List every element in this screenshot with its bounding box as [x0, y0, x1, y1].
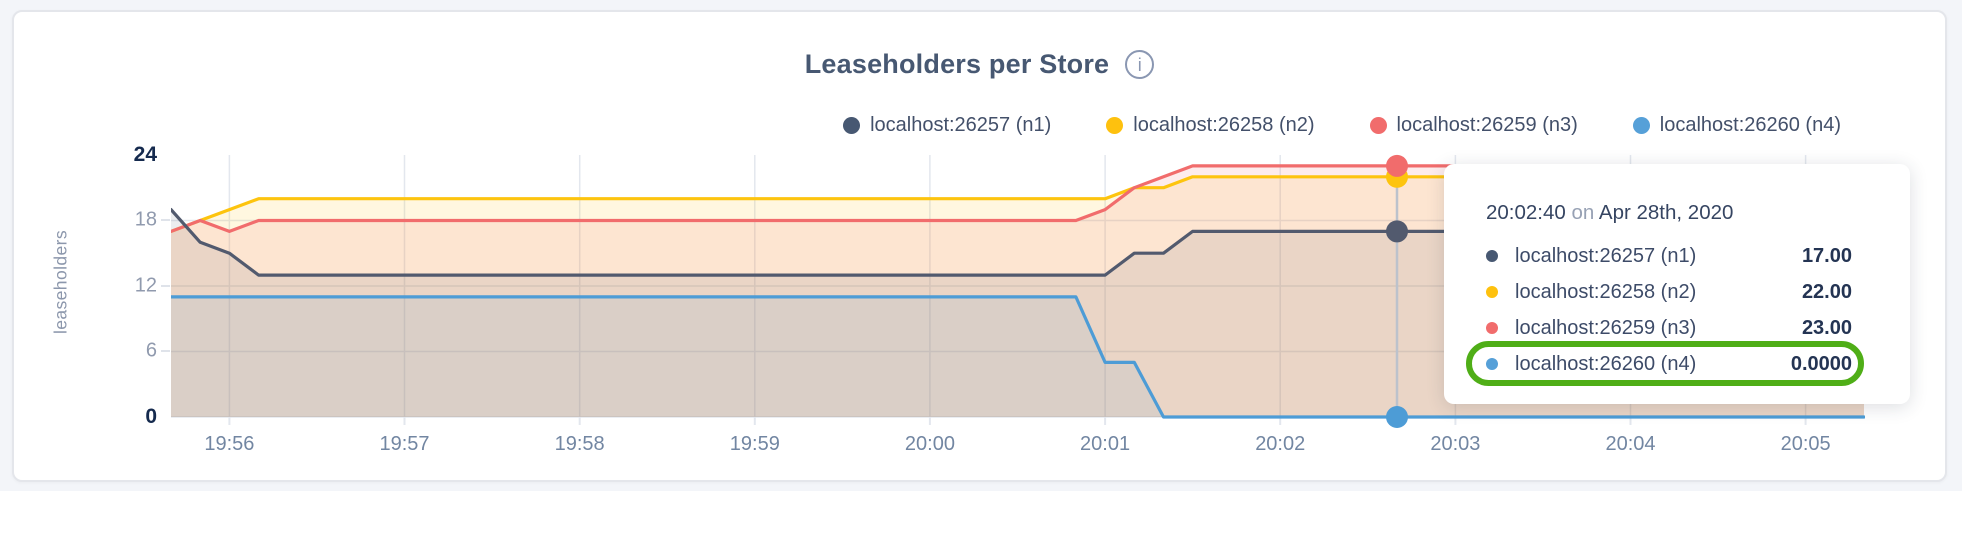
tooltip-row-n1: localhost:26257 (n1) 17.00 — [1486, 238, 1852, 274]
x-tick-label: 19:57 — [379, 433, 430, 455]
x-tick-label: 20:03 — [1430, 433, 1481, 455]
chart-plot-area[interactable] — [171, 132, 1865, 432]
tooltip-time: 20:02:40 — [1486, 201, 1566, 224]
legend: localhost:26257 (n1) localhost:26258 (n2… — [843, 112, 1841, 138]
legend-dot-n1 — [843, 116, 861, 134]
tooltip-series-value: 17.00 — [1801, 244, 1852, 267]
x-tick-label: 19:56 — [204, 433, 255, 455]
tooltip-header: 20:02:40 on Apr 28th, 2020 — [1486, 201, 1734, 224]
y-tick-label: 18 — [134, 208, 157, 231]
hover-datapoint-dot — [1386, 154, 1408, 177]
series-line — [171, 175, 1865, 234]
y-tick-label: 0 — [145, 405, 157, 428]
x-tick-label: 20:05 — [1780, 433, 1831, 455]
x-tick-label: 19:58 — [554, 433, 605, 455]
legend-item-n4[interactable]: localhost:26260 (n4) — [1632, 113, 1841, 137]
legend-item-n3[interactable]: localhost:26259 (n3) — [1369, 113, 1578, 137]
y-tick-label: 6 — [145, 339, 157, 362]
series-area — [171, 165, 1864, 417]
y-tickmark — [161, 219, 170, 222]
info-icon[interactable]: i — [1125, 49, 1155, 79]
legend-label-n4: localhost:26260 (n4) — [1659, 113, 1841, 136]
hover-datapoint-dot — [1386, 406, 1408, 428]
title-row: Leaseholders per Store i — [14, 46, 1945, 82]
hover-tooltip: 20:02:40 on Apr 28th, 2020 localhost:262… — [1444, 164, 1910, 404]
series-area — [171, 209, 1864, 417]
legend-dot-n3 — [1369, 116, 1387, 134]
x-tick-label: 20:04 — [1605, 433, 1656, 455]
series-line — [171, 207, 1865, 277]
legend-dot-n2 — [1106, 116, 1124, 134]
legend-label-n3: localhost:26259 (n3) — [1396, 113, 1578, 136]
y-tickmark — [161, 350, 170, 353]
series-dot-n2 — [1486, 286, 1498, 298]
legend-item-n1[interactable]: localhost:26257 (n1) — [843, 114, 1051, 137]
tooltip-series-name: localhost:26257 (n1) — [1515, 244, 1697, 267]
tooltip-series-value: 22.00 — [1801, 280, 1852, 303]
y-axis-label: leaseholders — [50, 229, 71, 335]
x-tick-label: 19:59 — [729, 433, 780, 455]
x-tick-label: 20:02 — [1255, 433, 1306, 455]
tooltip-series-name: localhost:26259 (n3) — [1515, 316, 1697, 339]
tooltip-row-n3: localhost:26259 (n3) 23.00 — [1486, 310, 1852, 346]
series-line — [171, 295, 1865, 419]
metric-graph-card: Leaseholders per Store i localhost:26257… — [12, 10, 1947, 482]
hover-datapoint-dot — [1386, 220, 1408, 243]
series-dot-n3 — [1486, 322, 1498, 334]
tooltip-row-n2: localhost:26258 (n2) 22.00 — [1486, 274, 1852, 310]
tooltip-series-value: 23.00 — [1801, 316, 1852, 339]
y-tick-label: 12 — [134, 274, 157, 297]
tooltip-row-n4: localhost:26260 (n4) 0.0000 — [1486, 346, 1852, 382]
legend-dot-n4 — [1632, 116, 1650, 134]
tooltip-series-name: localhost:26258 (n2) — [1515, 280, 1697, 303]
legend-label-n2: localhost:26258 (n2) — [1133, 113, 1315, 136]
tooltip-series-name: localhost:26260 (n4) — [1515, 352, 1697, 375]
x-tick-label: 20:01 — [1080, 433, 1131, 455]
legend-item-n2[interactable]: localhost:26258 (n2) — [1106, 113, 1315, 137]
chart-title: Leaseholders per Store — [804, 48, 1110, 79]
y-tick-label: 24 — [133, 142, 157, 166]
legend-label-n1: localhost:26257 (n1) — [870, 113, 1052, 136]
tooltip-series-value: 0.0000 — [1790, 352, 1852, 375]
series-line — [171, 164, 1865, 234]
highlight-annotation-ring — [1466, 341, 1864, 386]
x-tick-label: 20:00 — [904, 433, 955, 455]
series-dot-n1 — [1486, 250, 1498, 262]
series-area — [171, 296, 1864, 417]
y-tickmark — [161, 284, 170, 287]
